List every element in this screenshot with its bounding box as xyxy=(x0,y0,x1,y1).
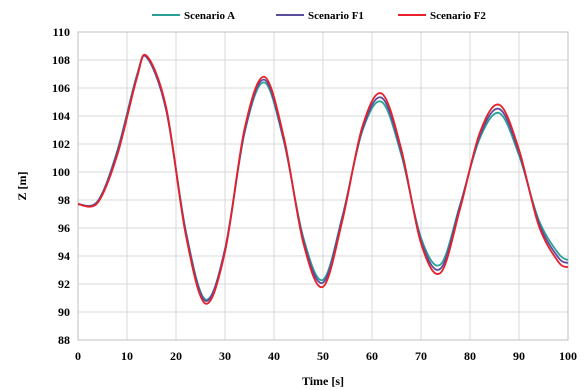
x-tick-label: 50 xyxy=(317,349,329,363)
x-axis-title: Time [s] xyxy=(302,374,344,388)
y-axis-title: Z [m] xyxy=(15,172,29,201)
y-tick-label: 110 xyxy=(53,25,70,39)
legend-label: Scenario F1 xyxy=(308,10,364,22)
x-tick-label: 90 xyxy=(513,349,525,363)
y-tick-label: 104 xyxy=(52,109,70,123)
y-tick-label: 100 xyxy=(52,165,70,179)
x-tick-label: 40 xyxy=(268,349,280,363)
y-tick-label: 92 xyxy=(58,277,70,291)
y-tick-label: 106 xyxy=(52,81,70,95)
legend: Scenario A Scenario F1 Scenario F2 xyxy=(152,10,486,22)
series-line-3 xyxy=(77,53,569,305)
legend-label: Scenario A xyxy=(184,10,235,22)
y-tick-label: 88 xyxy=(58,333,70,347)
x-tick-label: 30 xyxy=(219,349,231,363)
plot-frame xyxy=(77,31,569,341)
grid xyxy=(77,31,569,341)
y-tick-label: 98 xyxy=(58,193,70,207)
legend-item: Scenario F1 xyxy=(276,10,364,22)
x-tick-label: 100 xyxy=(559,349,577,363)
series-line-2 xyxy=(77,54,569,302)
y-tick-label: 94 xyxy=(58,249,70,263)
series-lines xyxy=(77,53,569,305)
legend-item: Scenario A xyxy=(152,10,235,22)
y-tick-label: 108 xyxy=(52,53,70,67)
x-tick-label: 70 xyxy=(415,349,427,363)
y-tick-labels: 88 90 92 94 96 98 100 102 104 106 108 110 xyxy=(52,25,70,347)
y-tick-label: 96 xyxy=(58,221,70,235)
x-tick-label: 80 xyxy=(464,349,476,363)
legend-item: Scenario F2 xyxy=(398,10,486,22)
x-tick-label: 20 xyxy=(170,349,182,363)
x-tick-labels: 0 10 20 30 40 50 60 70 80 90 100 xyxy=(75,349,577,363)
y-tick-label: 102 xyxy=(52,137,70,151)
y-tick-label: 90 xyxy=(58,305,70,319)
x-tick-label: 60 xyxy=(366,349,378,363)
legend-label: Scenario F2 xyxy=(430,10,486,22)
x-tick-label: 10 xyxy=(121,349,133,363)
x-tick-label: 0 xyxy=(75,349,81,363)
